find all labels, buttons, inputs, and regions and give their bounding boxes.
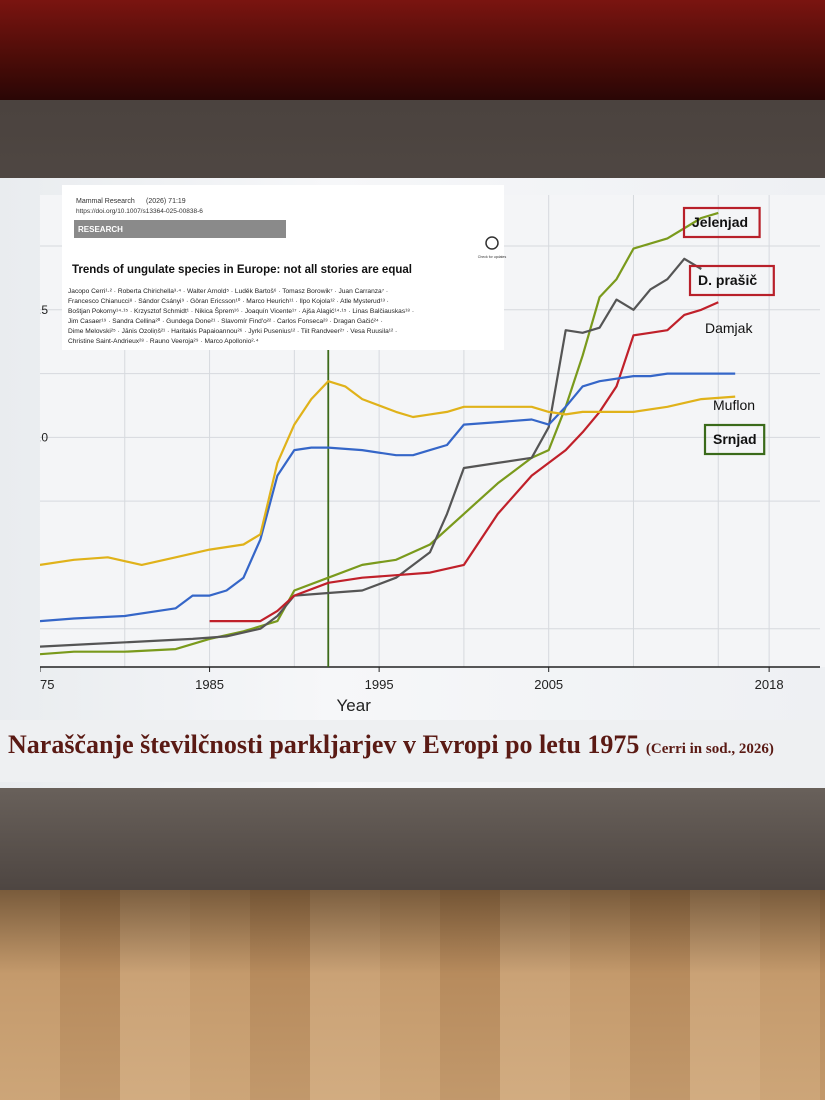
paper-header-panel bbox=[62, 185, 504, 350]
paper-journal: Mammal Research bbox=[76, 198, 135, 205]
paper-citation: (2026) 71:19 bbox=[146, 198, 186, 205]
paper-figure: 197519851995200520180.50.0YearHarvested … bbox=[40, 185, 825, 715]
author-line: Francesco Chianucci⁸ · Sándor Csányi⁹ · … bbox=[68, 297, 389, 305]
check-updates-icon bbox=[485, 236, 499, 250]
series-line-0 bbox=[40, 211, 719, 656]
series-labels: Jelenjad D. prašič Damjak Muflon Srnjad bbox=[682, 206, 775, 456]
y-tick-label: 0.5 bbox=[40, 303, 48, 317]
x-axis-label: Year bbox=[337, 696, 372, 715]
x-tick-label: 2005 bbox=[534, 677, 563, 692]
chart-axes: 197519851995200520180.50.0YearHarvested … bbox=[40, 195, 820, 715]
section-label: RESEARCH bbox=[78, 225, 123, 234]
series-line-2 bbox=[209, 301, 719, 623]
series-line-4 bbox=[40, 380, 736, 566]
series-label-box bbox=[688, 264, 775, 297]
series-label-box bbox=[703, 423, 766, 456]
caption-citation: (Cerri in sod., 2026) bbox=[645, 741, 774, 757]
stage-curtain bbox=[0, 0, 825, 100]
stage-floor bbox=[0, 890, 825, 1100]
slide-caption: Naraščanje številčnosti parkljarjev v Ev… bbox=[8, 730, 774, 760]
section-bar bbox=[74, 220, 286, 238]
series-label: Jelenjad bbox=[692, 214, 748, 230]
author-line: Jacopo Cerri¹·² · Roberta Chirichella³·⁴… bbox=[68, 288, 388, 295]
chart-series bbox=[40, 211, 736, 656]
author-line: Jim Casaer¹⁹ · Sandra Cellina²⁰ · Gundeg… bbox=[68, 317, 383, 325]
series-line-3 bbox=[40, 372, 736, 623]
y-tick-label: 0.0 bbox=[40, 430, 48, 444]
caption-text: Naraščanje številčnosti parkljarjev v Ev… bbox=[8, 730, 640, 759]
author-line: Boštjan Pokorny¹⁴·¹⁵ · Krzysztof Schmidt… bbox=[68, 306, 414, 315]
series-line-1 bbox=[40, 257, 702, 648]
series-label: Damjak bbox=[705, 320, 753, 336]
x-tick-label: 1995 bbox=[365, 677, 394, 692]
paper-title: Trends of ungulate species in Europe: no… bbox=[72, 264, 412, 276]
x-tick-label: 1975 bbox=[40, 677, 54, 692]
series-label-box bbox=[682, 206, 761, 239]
check-updates-label: Check for updates bbox=[478, 255, 507, 259]
author-list: Jacopo Cerri¹·² · Roberta Chirichella³·⁴… bbox=[68, 288, 414, 345]
paper-doi: https://doi.org/10.1007/s13364-025-00838… bbox=[76, 208, 203, 215]
author-line: Christine Saint-Andrieux²⁸ · Rauno Veero… bbox=[68, 338, 259, 345]
x-tick-label: 1985 bbox=[195, 677, 224, 692]
author-line: Dime Melovski²⁵ · Jānis Ozoliņš²¹ · Hari… bbox=[68, 328, 397, 335]
x-tick-label: 2018 bbox=[755, 677, 784, 692]
caption-bar bbox=[0, 720, 825, 782]
series-label: Muflon bbox=[713, 397, 755, 413]
series-label: D. prašič bbox=[698, 272, 757, 288]
series-label: Srnjad bbox=[713, 431, 757, 447]
